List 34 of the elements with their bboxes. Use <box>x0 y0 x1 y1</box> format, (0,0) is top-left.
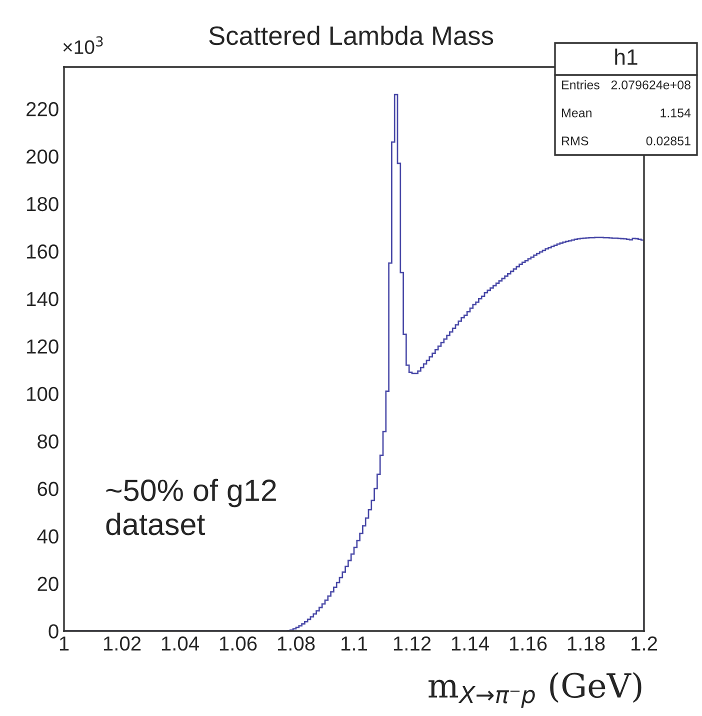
y-tick-label: 20 <box>38 576 58 592</box>
x-tick-label: 1.06 <box>220 636 257 651</box>
x-axis-title: m$_{X→π⁻p}$ (GeV) <box>428 672 642 708</box>
y-tick-label: 40 <box>37 529 58 544</box>
y-tick-label: 180 <box>27 196 58 212</box>
y-tick-label: 100 <box>27 386 58 402</box>
x-tick-label: 1.1 <box>342 636 368 650</box>
text: 1.154 <box>660 108 691 118</box>
y-tick-label: 120 <box>27 339 58 354</box>
text: 0.02851 <box>646 136 690 146</box>
y-tick-label: 160 <box>27 244 58 259</box>
text: ×10$^{3}$ <box>63 36 103 54</box>
x-tick-label: 1.16 <box>510 636 547 651</box>
y-tick-label: 0 <box>48 624 58 638</box>
x-tick-label: 1.12 <box>394 636 431 650</box>
x-tick-label: 1.04 <box>162 636 200 651</box>
y-tick-label: 200 <box>26 149 58 164</box>
annotation: 2.079624e+08 <box>611 80 690 90</box>
x-tick-label: 1.08 <box>278 636 315 651</box>
x-tick-label: 1.02 <box>104 636 141 651</box>
annotation: RMS <box>562 136 588 146</box>
x-tick-label: 1.14 <box>452 636 490 650</box>
y-tick-label: 140 <box>27 292 58 306</box>
x-tick-label: 1.2 <box>632 636 657 650</box>
y-tick-label: 80 <box>38 434 58 449</box>
x-tick-label: 1 <box>60 636 69 650</box>
x-tick-label: 1.18 <box>568 636 605 651</box>
text: h1 <box>615 48 638 65</box>
annotation: Mean <box>562 108 592 118</box>
annotation: Entries <box>562 80 600 90</box>
y-tick-label: 220 <box>26 102 58 116</box>
chart-title: Scattered Lambda Mass <box>209 26 494 46</box>
y-tick-label: 60 <box>38 482 58 496</box>
annotation: ~50% of g12 dataset <box>106 478 276 536</box>
